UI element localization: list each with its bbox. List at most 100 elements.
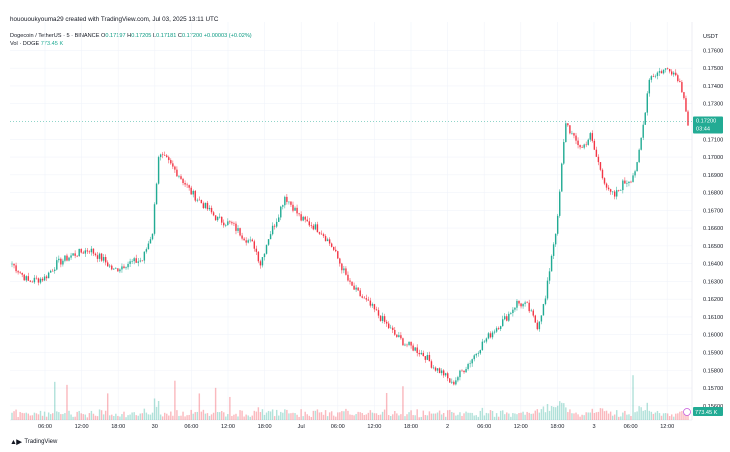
candle-body	[618, 190, 620, 191]
candle-body	[335, 249, 337, 252]
volume-bar	[544, 412, 547, 420]
volume-bar	[573, 413, 575, 420]
candle-body	[202, 203, 205, 209]
candle-body	[620, 190, 622, 191]
volume-bar	[35, 413, 38, 420]
candle-body	[88, 251, 91, 253]
volume-bar	[361, 413, 363, 420]
volume-bar	[271, 409, 274, 420]
candle-body	[408, 341, 410, 345]
candle-body	[92, 248, 95, 254]
candle-body	[196, 199, 199, 201]
volume-bar	[218, 412, 221, 420]
volume-label[interactable]: Vol · DOGE	[10, 41, 40, 47]
candle-body	[465, 369, 467, 373]
symbol-label[interactable]: Dogecoin / TetherUS · 5 · BINANCE	[10, 33, 100, 39]
y-tick-label: 0.15600	[703, 404, 723, 410]
volume-bar	[172, 415, 174, 420]
candle-body	[137, 261, 139, 263]
candle-body	[151, 233, 154, 240]
candle-body	[418, 352, 420, 355]
candle-body	[280, 206, 282, 218]
y-tick-label: 0.17000	[703, 155, 723, 161]
volume-bar	[314, 410, 317, 420]
volume-bar	[375, 413, 378, 420]
candle-body	[392, 327, 394, 330]
candle-body	[54, 269, 56, 271]
volume-bar	[483, 415, 486, 420]
volume-bar	[532, 413, 534, 420]
candle-body	[221, 216, 223, 223]
volume-bar	[296, 414, 298, 420]
candle-body	[314, 224, 317, 230]
candle-body	[64, 255, 66, 261]
candle-body	[275, 221, 278, 227]
candle-body	[451, 381, 453, 383]
volume-bar	[174, 380, 176, 420]
volume-bar	[286, 409, 288, 420]
volume-bar	[453, 412, 455, 420]
volume-bar	[96, 416, 99, 420]
volume-bar	[383, 409, 386, 420]
volume-bar	[145, 412, 148, 420]
volume-bar	[241, 410, 243, 420]
volume-bar	[155, 406, 158, 420]
candle-body	[658, 71, 661, 73]
candle-body	[198, 199, 201, 201]
candle-body	[267, 239, 270, 245]
volume-bar	[416, 409, 418, 420]
candle-body	[278, 217, 280, 222]
volume-bar	[129, 414, 131, 420]
volume-bar	[308, 415, 310, 420]
volume-bar	[123, 411, 125, 420]
volume-bar	[143, 408, 146, 420]
volume-bar	[552, 406, 555, 420]
candle-body	[125, 267, 127, 269]
candle-body	[74, 253, 76, 256]
candle-body	[400, 335, 402, 339]
candle-body	[47, 272, 50, 279]
candle-body	[43, 276, 46, 281]
candle-body	[402, 338, 404, 346]
candle-body	[685, 98, 687, 112]
volume-bar	[131, 412, 133, 420]
x-tick-label: 18:00	[404, 424, 418, 430]
candle-body	[251, 239, 253, 242]
volume-bar	[520, 412, 522, 420]
candle-body	[80, 248, 82, 253]
volume-bar	[326, 416, 329, 420]
y-tick-label: 0.16100	[703, 315, 723, 321]
candle-body	[111, 265, 113, 270]
volume-bar	[94, 415, 97, 420]
volume-bar	[459, 412, 461, 420]
volume-bar	[605, 410, 608, 420]
volume-bar	[17, 417, 19, 420]
volume-bar	[556, 405, 559, 420]
volume-bar	[583, 415, 585, 420]
y-tick-label: 0.15700	[703, 386, 723, 392]
volume-bar	[353, 415, 355, 420]
x-tick-label: 12:00	[367, 424, 381, 430]
volume-bar	[255, 411, 258, 420]
volume-bar	[648, 410, 651, 420]
candle-body	[72, 253, 74, 256]
volume-bar	[613, 414, 616, 420]
candle-body	[102, 257, 105, 261]
volume-bars	[11, 375, 689, 420]
candle-body	[312, 225, 315, 230]
candle-body	[353, 285, 355, 290]
volume-bar	[638, 406, 640, 420]
brand-label[interactable]: TradingView	[24, 439, 58, 445]
candle-body	[170, 160, 172, 164]
candle-body	[31, 281, 34, 283]
volume-bar	[587, 412, 589, 420]
candle-body	[123, 266, 125, 269]
volume-bar	[563, 403, 565, 420]
candle-body	[271, 225, 274, 235]
candle-body	[489, 333, 492, 338]
candle-body	[347, 274, 349, 281]
candle-body	[143, 251, 146, 261]
candle-body	[19, 272, 21, 273]
volume-bar	[312, 410, 315, 420]
